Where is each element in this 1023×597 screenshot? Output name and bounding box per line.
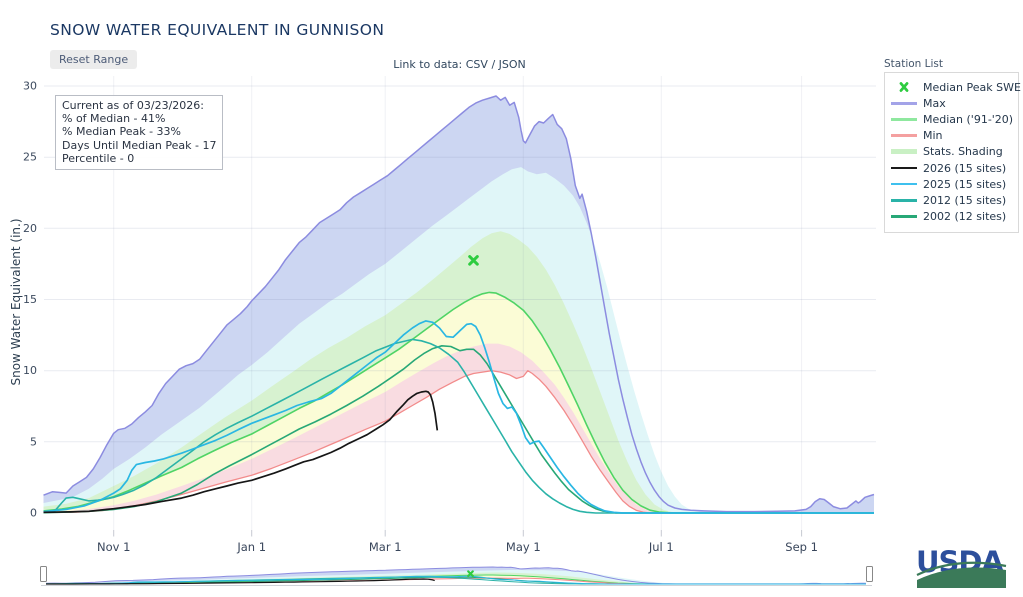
series-line-y2026 bbox=[43, 390, 439, 514]
legend-item-label: Max bbox=[923, 96, 946, 110]
legend-item-median-91-20[interactable]: Median ('91-'20) bbox=[891, 111, 1014, 127]
series-line-y2025 bbox=[43, 320, 874, 514]
legend-item-label: Median Peak SWE bbox=[923, 80, 1021, 94]
median-peak-swe-marker bbox=[468, 255, 479, 266]
legend-item-label: 2002 (12 sites) bbox=[923, 210, 1007, 224]
y-tick-label: 20 bbox=[23, 222, 37, 235]
y-tick-label: 15 bbox=[23, 293, 37, 306]
csv-link[interactable]: CSV bbox=[465, 58, 488, 71]
reset-range-button[interactable]: Reset Range bbox=[50, 50, 138, 69]
legend-swatch-icon bbox=[891, 182, 917, 186]
mini-series-line-y2026 bbox=[46, 578, 435, 585]
median-peak-marker-icon bbox=[891, 82, 917, 92]
legend-swatch-icon bbox=[891, 102, 917, 105]
legend-item-2025-15-sites[interactable]: 2025 (15 sites) bbox=[891, 176, 1014, 192]
legend-item-median-peak-swe[interactable]: Median Peak SWE bbox=[891, 79, 1021, 95]
tooltip-line: Percentile - 0 bbox=[62, 151, 135, 165]
legend-item-label: Median ('91-'20) bbox=[923, 112, 1014, 126]
y-tick-label: 5 bbox=[30, 435, 37, 448]
range-handle-right[interactable] bbox=[866, 566, 873, 582]
legend-item-2026-15-sites[interactable]: 2026 (15 sites) bbox=[891, 160, 1014, 176]
legend-swatch-icon bbox=[891, 215, 917, 218]
legend-item-2002-12-sites[interactable]: 2002 (12 sites) bbox=[891, 209, 1014, 225]
tooltip-line: % of Median - 41% bbox=[62, 112, 166, 126]
station-list-label: Station List bbox=[884, 58, 944, 70]
tooltip-line: % Median Peak - 33% bbox=[62, 125, 181, 139]
y-tick-label: 10 bbox=[23, 364, 37, 377]
usda-logo: USDA bbox=[916, 546, 1007, 588]
x-tick-label: Jul 1 bbox=[648, 540, 674, 554]
usda-logo-field bbox=[917, 567, 1006, 588]
median-peak-swe-marker bbox=[467, 570, 474, 578]
x-tick-label: Sep 1 bbox=[785, 540, 818, 554]
y-tick-label: 25 bbox=[23, 151, 37, 164]
link-to-data-label: Link to data: bbox=[393, 58, 463, 71]
legend-swatch-icon bbox=[891, 166, 917, 170]
legend-item-label: 2025 (15 sites) bbox=[923, 177, 1007, 191]
current-stats-tooltip: Current as of 03/23/2026:% of Median - 4… bbox=[55, 95, 224, 171]
legend-swatch-icon bbox=[891, 134, 917, 137]
series-line-y2002 bbox=[43, 345, 874, 514]
y-axis-title: Snow Water Equivalent (in.) bbox=[9, 218, 23, 386]
x-tick-label: Nov 1 bbox=[97, 540, 130, 554]
legend-item-label: Stats. Shading bbox=[923, 145, 1003, 159]
x-tick-label: Jan 1 bbox=[236, 540, 266, 554]
tooltip-line: Days Until Median Peak - 17 bbox=[62, 138, 217, 152]
band-fill-min bbox=[43, 370, 874, 513]
series-line-y2012 bbox=[43, 338, 874, 514]
x-tick-label: Mar 1 bbox=[369, 540, 402, 554]
x-tick-label: May 1 bbox=[506, 540, 541, 554]
legend-item-2012-15-sites[interactable]: 2012 (15 sites) bbox=[891, 192, 1014, 208]
legend-item-label: 2026 (15 sites) bbox=[923, 161, 1007, 175]
usda-logo-swoosh bbox=[916, 561, 1007, 576]
page-title: SNOW WATER EQUIVALENT IN GUNNISON bbox=[50, 21, 385, 39]
y-tick-label: 30 bbox=[23, 80, 37, 93]
legend-item-min[interactable]: Min bbox=[891, 128, 1014, 144]
legend-swatch-icon bbox=[891, 118, 917, 121]
legend-swatch-icon bbox=[891, 199, 917, 202]
link-separator: / bbox=[491, 58, 496, 71]
y-tick-label: 0 bbox=[30, 507, 37, 520]
range-selector[interactable] bbox=[46, 564, 866, 586]
legend-item-label: 2012 (15 sites) bbox=[923, 193, 1007, 207]
json-link[interactable]: JSON bbox=[498, 58, 526, 71]
data-links: Link to data: CSV / JSON bbox=[44, 58, 875, 71]
legend-swatch-icon bbox=[891, 149, 917, 155]
series-line-max bbox=[43, 95, 875, 513]
legend-box: Median Peak SWE Max Median ('91-'20) Min Sta… bbox=[884, 72, 1021, 233]
series-line-median bbox=[43, 291, 874, 514]
series-line-min bbox=[43, 370, 874, 514]
tooltip-line: Current as of 03/23/2026: bbox=[62, 99, 204, 112]
mini-series-line-y2025 bbox=[46, 575, 866, 585]
range-handle-left[interactable] bbox=[40, 566, 47, 582]
legend-item-stats-shading[interactable]: Stats. Shading bbox=[891, 144, 1014, 160]
legend-item-max[interactable]: Max bbox=[891, 95, 1014, 111]
legend-item-label: Min bbox=[923, 129, 943, 143]
